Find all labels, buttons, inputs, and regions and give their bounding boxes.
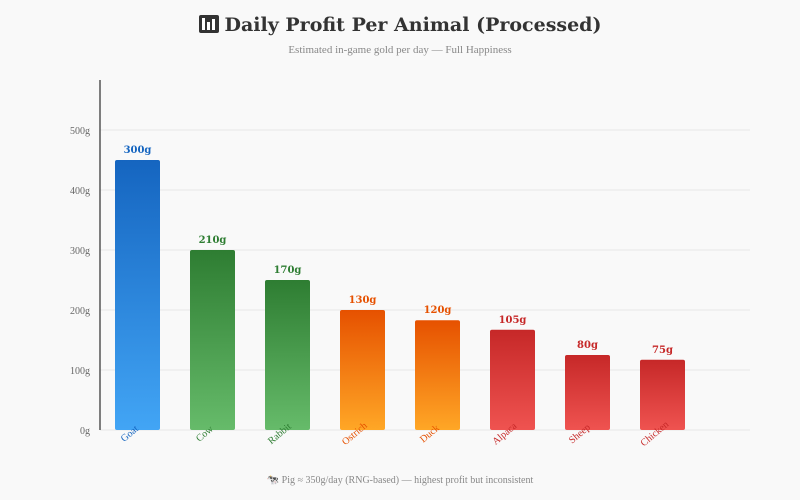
bar-goat bbox=[115, 160, 160, 430]
bar-chicken bbox=[640, 359, 685, 430]
bar-duck bbox=[415, 320, 460, 430]
bar-ostrich bbox=[340, 310, 385, 430]
y-tick-label: 100g bbox=[70, 366, 90, 377]
data-label: 75g bbox=[652, 345, 673, 356]
data-label: 300g bbox=[124, 145, 152, 156]
data-label: 105g bbox=[499, 315, 527, 326]
chart-footnote: 🐄 Pig ≈ 350g/day (RNG-based) — highest p… bbox=[266, 475, 534, 486]
bar-chart-icon bbox=[198, 15, 219, 38]
chart-title-row: Daily Profit Per Animal (Processed) bbox=[0, 14, 800, 38]
chart-title: Daily Profit Per Animal (Processed) bbox=[224, 14, 602, 36]
bar-cow bbox=[190, 250, 235, 430]
y-tick-label: 200g bbox=[70, 306, 90, 317]
y-tick-label: 500g bbox=[70, 126, 90, 137]
data-label: 170g bbox=[274, 265, 302, 276]
chart-subtitle: Estimated in-game gold per day — Full Ha… bbox=[288, 44, 512, 56]
bar-sheep bbox=[565, 355, 610, 430]
y-tick-label: 0g bbox=[80, 426, 90, 437]
data-label: 120g bbox=[424, 305, 452, 316]
bars bbox=[115, 160, 685, 430]
data-label: 130g bbox=[349, 295, 377, 306]
bar-alpaca bbox=[490, 329, 535, 430]
data-label: 80g bbox=[577, 340, 598, 351]
y-tick-label: 400g bbox=[70, 186, 90, 197]
bar-rabbit bbox=[265, 280, 310, 430]
y-tick-label: 300g bbox=[70, 246, 90, 257]
data-label: 210g bbox=[199, 235, 227, 246]
